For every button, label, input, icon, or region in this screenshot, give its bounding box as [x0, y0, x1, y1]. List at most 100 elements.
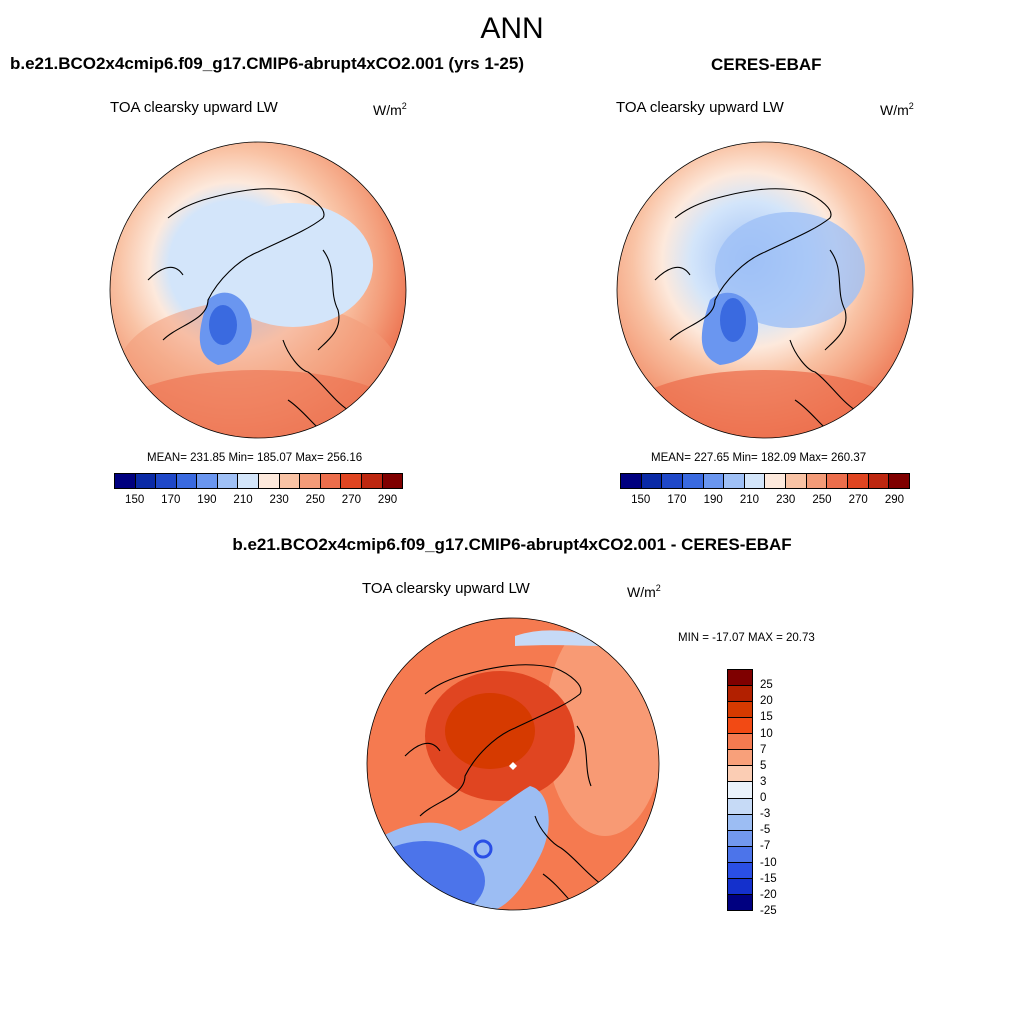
colorbar-tick-label: 3: [760, 775, 767, 788]
colorbar-swatch: [728, 734, 752, 751]
colorbar-swatch: [300, 474, 321, 488]
panel3-arctic-core: [445, 693, 535, 769]
panel2-map-border: [616, 141, 914, 439]
panel2-colorbar: [620, 473, 910, 489]
colorbar-swatch: [744, 474, 766, 488]
colorbar-swatch: [217, 474, 239, 488]
colorbar-tick-label: -20: [760, 888, 777, 901]
colorbar-swatch: [728, 862, 752, 879]
colorbar-swatch: [765, 474, 787, 488]
panel2-heading: CERES-EBAF: [711, 55, 822, 74]
colorbar-swatch: [135, 474, 157, 488]
colorbar-tick-label: 210: [739, 494, 760, 506]
colorbar-swatch: [868, 474, 890, 488]
panel2-units: W/m2: [880, 101, 914, 118]
panel2-greenland-core: [720, 298, 746, 342]
panel1-warm-edge: [110, 370, 406, 438]
colorbar-swatch: [259, 474, 280, 488]
colorbar-swatch: [156, 474, 177, 488]
colorbar-tick-label: 210: [233, 494, 253, 506]
colorbar-swatch: [728, 702, 752, 719]
colorbar-swatch: [703, 474, 725, 488]
panel2-coastlines: [654, 188, 856, 433]
panel1-arctic-cool: [213, 203, 373, 327]
panel1-heading: b.e21.BCO2x4cmip6.f09_g17.CMIP6-abrupt4x…: [10, 54, 525, 73]
panel3-cool-ring: [473, 839, 493, 859]
colorbar-swatch: [728, 894, 752, 910]
colorbar-tick-label: 250: [305, 494, 325, 506]
colorbar-swatch: [728, 830, 752, 847]
panel3-heading: b.e21.BCO2x4cmip6.f09_g17.CMIP6-abrupt4x…: [232, 535, 792, 554]
colorbar-tick-label: 230: [269, 494, 289, 506]
colorbar-swatch: [238, 474, 260, 488]
colorbar-swatch: [889, 474, 909, 488]
panel1-map-border: [109, 141, 407, 439]
colorbar-tick-label: 150: [631, 494, 651, 506]
colorbar-tick-label: 0: [760, 792, 767, 805]
colorbar-swatch: [728, 670, 752, 687]
colorbar-swatch: [728, 750, 752, 767]
colorbar-swatch: [197, 474, 218, 488]
panel3-variable-label: TOA clearsky upward LW: [362, 580, 530, 597]
colorbar-tick-label: 270: [848, 494, 868, 506]
panel3-stats: MIN = -17.07 MAX = 20.73: [678, 632, 815, 644]
colorbar-tick-label: 5: [760, 759, 767, 772]
colorbar-swatch: [621, 474, 642, 488]
colorbar-swatch: [728, 814, 752, 831]
colorbar-tick-label: 20: [760, 695, 773, 708]
colorbar-swatch: [806, 474, 828, 488]
colorbar-tick-label: 290: [884, 494, 905, 506]
colorbar-tick-label: 290: [377, 494, 398, 506]
colorbar-swatch: [115, 474, 136, 488]
colorbar-swatch: [728, 798, 752, 815]
colorbar-tick-label: 25: [760, 679, 773, 692]
colorbar-swatch: [848, 474, 869, 488]
colorbar-tick-label: 270: [341, 494, 361, 506]
panel1-coastlines: [147, 188, 349, 433]
colorbar-tick-label: 7: [760, 743, 767, 756]
panel3-polar-map: [366, 617, 660, 911]
colorbar-swatch: [728, 878, 752, 895]
colorbar-tick-label: -10: [760, 856, 777, 869]
panel3-map-border: [366, 617, 660, 911]
colorbar-tick-label: 250: [812, 494, 832, 506]
colorbar-swatch: [382, 474, 403, 488]
colorbar-swatch: [641, 474, 663, 488]
colorbar-swatch: [728, 686, 752, 703]
colorbar-swatch: [728, 766, 752, 783]
panel2-polar-map: [616, 141, 914, 439]
panel1-polar-map: [109, 141, 407, 439]
panel3-units: W/m2: [627, 583, 661, 600]
colorbar-swatch: [279, 474, 301, 488]
colorbar-tick-label: -15: [760, 872, 777, 885]
colorbar-swatch: [786, 474, 807, 488]
panel3-colorbar-ticks: 25 20 15 10 7 5 3 0 -3 -5 -7 -10 -15 -20 -25: [760, 669, 800, 917]
colorbar-tick-label: -5: [760, 824, 771, 837]
colorbar-swatch: [827, 474, 849, 488]
panel3-colorbar: [727, 669, 753, 911]
panel2-variable-label: TOA clearsky upward LW: [616, 99, 784, 116]
colorbar-swatch: [728, 846, 752, 863]
colorbar-tick-label: 190: [197, 494, 217, 506]
colorbar-swatch: [361, 474, 383, 488]
panel3-top-cool: [515, 630, 605, 646]
colorbar-swatch: [176, 474, 198, 488]
colorbar-tick-label: -3: [760, 808, 771, 821]
panel2-arctic-cool: [715, 212, 865, 328]
panel1-stats: MEAN= 231.85 Min= 185.07 Max= 256.16: [147, 452, 363, 464]
colorbar-swatch: [662, 474, 683, 488]
colorbar-swatch: [724, 474, 745, 488]
colorbar-tick-label: 10: [760, 727, 773, 740]
panel1-colorbar: [114, 473, 403, 489]
colorbar-tick-label: 15: [760, 711, 773, 724]
panel1-colorbar-ticks: 150 170 190 210 230 250 270 290: [114, 494, 403, 510]
colorbar-tick-label: -7: [760, 840, 771, 853]
panel1-units: W/m2: [373, 101, 407, 118]
colorbar-tick-label: -25: [760, 905, 777, 917]
colorbar-tick-label: 170: [161, 494, 181, 506]
panel1-greenland-core: [209, 305, 237, 345]
colorbar-tick-label: 150: [125, 494, 145, 506]
colorbar-tick-label: 190: [703, 494, 723, 506]
colorbar-tick-label: 170: [667, 494, 687, 506]
panel3-pole-marker: [509, 762, 517, 770]
